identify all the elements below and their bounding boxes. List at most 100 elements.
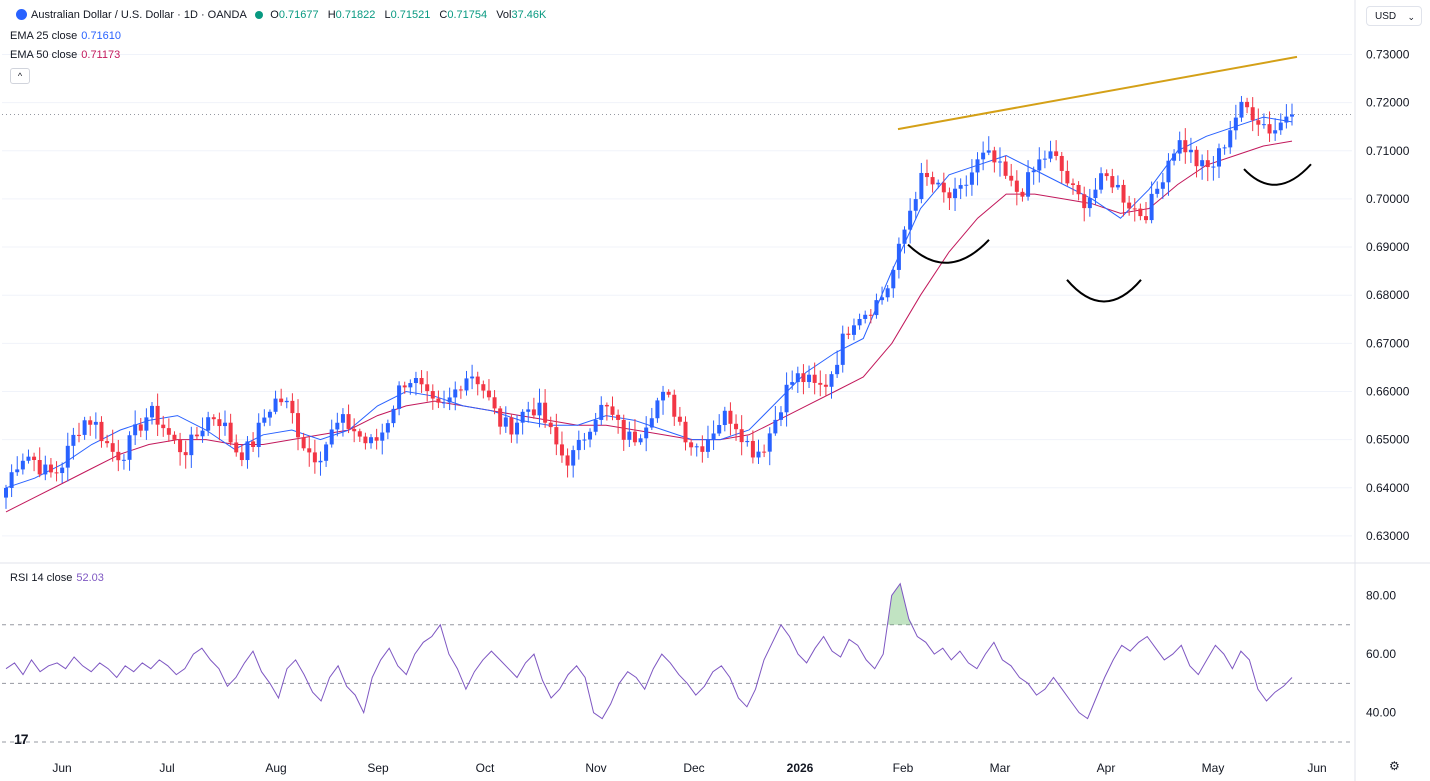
- candle-body: [1132, 208, 1137, 210]
- candle-body: [677, 416, 682, 422]
- candle-body: [1048, 151, 1053, 159]
- volume-label: Vol: [496, 9, 512, 21]
- candle-body: [54, 472, 59, 474]
- candle-body: [1127, 202, 1132, 209]
- candle-body: [683, 421, 688, 443]
- candle-body: [773, 419, 778, 434]
- candle-body: [975, 159, 980, 173]
- candle-body: [144, 417, 149, 431]
- candle-body: [88, 420, 93, 425]
- candle-body: [969, 172, 974, 185]
- candle-body: [1087, 198, 1092, 209]
- rsi-pane: 80.00 60.00 40.00: [2, 582, 1396, 743]
- ema-50-path: [5, 140, 1293, 513]
- collapse-legend-button[interactable]: ^: [10, 68, 30, 84]
- candle-body: [717, 425, 722, 434]
- candle-body: [1261, 124, 1266, 126]
- candle-body: [256, 422, 261, 447]
- candle-body: [1211, 166, 1216, 168]
- candle-body: [666, 391, 671, 395]
- candle-body: [1239, 101, 1244, 118]
- currency-flag-icon: [16, 9, 27, 20]
- currency-select[interactable]: USD ⌄: [1366, 6, 1422, 26]
- candle-body: [65, 445, 70, 468]
- ema25-label: EMA 25 close: [10, 30, 78, 42]
- ema50-value: 0.71173: [81, 49, 121, 61]
- candle-body: [835, 364, 840, 375]
- candle-body: [32, 456, 37, 460]
- candle-body: [1042, 158, 1047, 160]
- candle-body: [77, 434, 82, 436]
- volume-value: 37.46K: [511, 9, 547, 21]
- candle-body: [217, 419, 222, 427]
- time-axis[interactable]: Jun Jul Aug Sep Oct Nov Dec 2026 Feb Mar Apr May Jun: [52, 761, 1326, 775]
- candle-body: [767, 433, 772, 452]
- low-value: 0.71521: [390, 9, 431, 21]
- candle-body: [790, 382, 795, 385]
- candle-body: [161, 424, 166, 429]
- candle-body: [526, 409, 531, 412]
- candle-body: [413, 377, 418, 384]
- candle-body: [183, 452, 188, 456]
- candle-body: [71, 434, 76, 446]
- candle-body: [1003, 161, 1008, 176]
- candle-body: [1256, 120, 1261, 125]
- candle-body: [492, 397, 497, 409]
- candle-body: [543, 402, 548, 423]
- price-tick-label: 0.65000: [1366, 433, 1410, 447]
- rsi-legend[interactable]: RSI 14 close 52.03: [10, 572, 104, 584]
- candle-body: [374, 437, 379, 441]
- candle-body: [43, 464, 48, 475]
- candle-body: [133, 424, 138, 436]
- ema50-legend[interactable]: EMA 50 close 0.71173: [10, 49, 120, 61]
- candle-body: [1172, 153, 1177, 161]
- candle-body: [262, 417, 267, 423]
- candle-body: [425, 384, 430, 392]
- candle-body: [121, 459, 126, 461]
- candle-body: [722, 410, 727, 426]
- candle-body: [1037, 159, 1042, 171]
- candle-body: [1216, 148, 1221, 167]
- candle-body: [93, 421, 98, 425]
- candle-body: [1093, 189, 1098, 199]
- candle-body: [565, 455, 570, 466]
- candle-body: [981, 152, 986, 160]
- candle-body: [408, 383, 413, 388]
- candle-body: [632, 431, 637, 443]
- candle-body: [340, 414, 345, 423]
- candle-body: [273, 398, 278, 412]
- time-tick-label: Jun: [52, 761, 71, 775]
- candle-body: [846, 333, 851, 335]
- candle-body: [48, 464, 53, 473]
- candle-body: [616, 414, 621, 420]
- candle-body: [312, 452, 317, 463]
- candle-body: [908, 210, 913, 230]
- candle-body: [9, 472, 14, 488]
- candle-body: [200, 430, 205, 437]
- candle-body: [1054, 151, 1059, 156]
- candle-body: [1082, 194, 1087, 209]
- time-tick-label: Aug: [265, 761, 286, 775]
- time-tick-label: Sep: [367, 761, 389, 775]
- candle-body: [1104, 173, 1109, 177]
- rsi-tick-label: 40.00: [1366, 706, 1396, 720]
- ema25-legend[interactable]: EMA 25 close 0.71610: [10, 30, 121, 42]
- candle-body: [1273, 130, 1278, 134]
- candle-body: [1070, 183, 1075, 185]
- candle-body: [228, 422, 233, 443]
- candle-body: [515, 422, 520, 435]
- gear-icon[interactable]: ⚙: [1389, 759, 1400, 773]
- candle-body: [851, 325, 856, 335]
- time-tick-label: Apr: [1097, 761, 1116, 775]
- rsi-line: [5, 582, 1293, 720]
- candle-body: [475, 376, 480, 385]
- candle-body: [318, 460, 323, 463]
- candle-body: [621, 419, 626, 440]
- candle-body: [902, 229, 907, 244]
- candle-body: [857, 318, 862, 326]
- candle-body: [15, 469, 20, 473]
- rsi-overbought-fill: [887, 583, 913, 625]
- candle-body: [486, 390, 491, 398]
